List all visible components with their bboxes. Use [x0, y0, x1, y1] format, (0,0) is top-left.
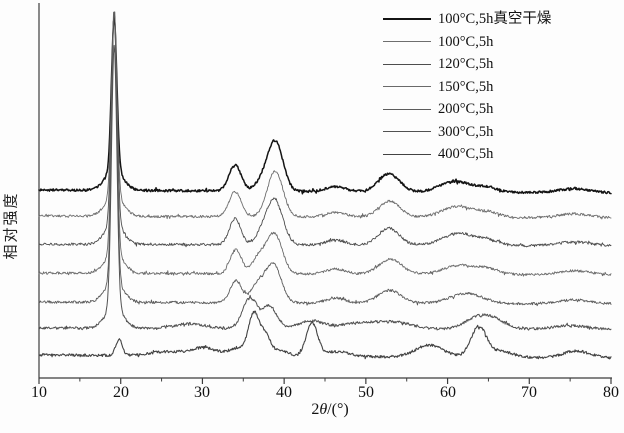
legend-label: 100°C,5h真空干燥 — [438, 11, 552, 27]
legend-line-sample-100c-vacuum — [383, 18, 431, 21]
legend-item-300c: 300°C,5h — [383, 121, 623, 144]
x-tick-40: 40 — [276, 384, 292, 401]
legend-line-sample-400c — [383, 153, 431, 155]
legend-item-200c: 200°C,5h — [383, 98, 623, 121]
legend: 100°C,5h真空干燥 100°C,5h 120°C,5h 150°C,5h … — [383, 8, 623, 166]
x-axis-label: 2θ/(°) — [285, 401, 375, 419]
legend-item-400c: 400°C,5h — [383, 143, 623, 166]
legend-item-100c: 100°C,5h — [383, 31, 623, 54]
x-tick-20: 20 — [113, 384, 129, 401]
x-tick-60: 60 — [440, 384, 456, 401]
legend-label: 400°C,5h — [438, 146, 494, 162]
legend-label: 300°C,5h — [438, 123, 494, 140]
x-axis-label-post: /(°) — [327, 401, 349, 418]
legend-line-sample-100c — [383, 41, 431, 43]
legend-item-120c: 120°C,5h — [383, 53, 623, 76]
legend-line-sample-200c — [383, 108, 431, 110]
x-axis-label-pre: 2 — [311, 401, 320, 418]
legend-item-150c: 150°C,5h — [383, 76, 623, 99]
legend-label: 200°C,5h — [438, 101, 494, 117]
legend-label: 150°C,5h — [438, 78, 494, 95]
legend-label: 100°C,5h — [438, 33, 494, 50]
legend-line-sample-300c — [383, 131, 431, 133]
legend-line-sample-120c — [383, 63, 431, 65]
x-tick-30: 30 — [194, 384, 210, 401]
legend-line-sample-150c — [383, 86, 431, 88]
x-axis-label-theta: θ — [319, 401, 328, 418]
y-axis-label: 相对强度 — [3, 191, 20, 260]
x-tick-10: 10 — [31, 384, 47, 401]
x-tick-70: 70 — [521, 384, 537, 401]
legend-item-100c-vacuum: 100°C,5h真空干燥 — [383, 8, 623, 31]
x-tick-80: 80 — [603, 384, 619, 401]
x-tick-50: 50 — [358, 384, 374, 401]
legend-label: 120°C,5h — [438, 56, 494, 72]
